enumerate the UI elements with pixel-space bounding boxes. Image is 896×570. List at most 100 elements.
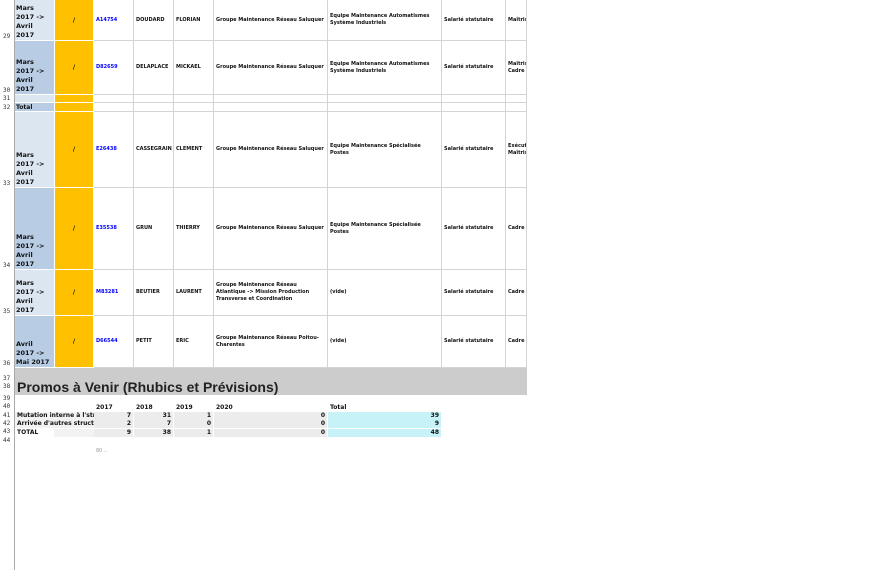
date-cell[interactable] xyxy=(15,95,55,103)
first-name-cell[interactable] xyxy=(174,95,214,103)
employee-id-cell[interactable]: A14754 xyxy=(94,0,134,41)
date-cell[interactable]: Mars 2017 -> Avril 2017 xyxy=(15,41,55,95)
category-cell[interactable]: Maîtris Cadre xyxy=(506,41,527,95)
last-name-cell[interactable] xyxy=(134,103,174,112)
team-cell[interactable]: (vide) xyxy=(328,270,442,316)
summary-value[interactable]: 0 xyxy=(214,412,328,420)
summary-value[interactable]: 9 xyxy=(94,428,134,437)
summary-value[interactable]: 0 xyxy=(214,420,328,429)
status-cell[interactable]: Salarié statutaire xyxy=(442,41,506,95)
summary-value[interactable]: 1 xyxy=(174,428,214,437)
summary-value[interactable]: 38 xyxy=(134,428,174,437)
date-cell[interactable]: Mars 2017 -> Avril 2017 xyxy=(15,112,55,188)
last-name-cell[interactable]: CASSEGRAIN xyxy=(134,112,174,188)
team-cell[interactable]: Equipe Maintenance Spécialisée Postes xyxy=(328,188,442,270)
row-number[interactable]: 30 xyxy=(3,87,11,94)
last-name-cell[interactable]: PETIT xyxy=(134,316,174,368)
summary-value[interactable]: 1 xyxy=(174,412,214,420)
team-cell[interactable]: Equipe Maintenance Automatismes Système … xyxy=(328,0,442,41)
row-number[interactable]: 35 xyxy=(3,308,11,315)
category-cell[interactable]: Cadre xyxy=(506,270,527,316)
last-name-cell[interactable]: DELAPLACE xyxy=(134,41,174,95)
first-name-cell[interactable]: THIERRY xyxy=(174,188,214,270)
summary-value[interactable]: 31 xyxy=(134,412,174,420)
team-cell[interactable]: (vide) xyxy=(328,316,442,368)
last-name-cell[interactable]: GRUN xyxy=(134,188,174,270)
summary-value[interactable]: 0 xyxy=(214,428,328,437)
team-cell[interactable]: Equipe Maintenance Spécialisée Postes xyxy=(328,112,442,188)
status-cell[interactable]: Salarié statutaire xyxy=(442,112,506,188)
flag-cell[interactable]: / xyxy=(55,0,94,41)
date-cell[interactable]: Total xyxy=(15,103,55,112)
row-number[interactable]: 38 xyxy=(3,383,11,390)
summary-value[interactable]: 9 xyxy=(328,420,442,429)
category-cell[interactable]: Exécut Maîtris xyxy=(506,112,527,188)
summary-value[interactable]: 39 xyxy=(328,412,442,420)
flag-cell[interactable]: / xyxy=(55,41,94,95)
row-number[interactable]: 41 xyxy=(3,412,11,419)
row-number[interactable]: 32 xyxy=(3,104,11,111)
group-cell[interactable]: Groupe Maintenance Réseau Atlantique -> … xyxy=(214,270,328,316)
row-number[interactable]: 39 xyxy=(3,395,11,402)
flag-cell[interactable] xyxy=(55,95,94,103)
first-name-cell[interactable]: CLEMENT xyxy=(174,112,214,188)
first-name-cell[interactable]: LAURENT xyxy=(174,270,214,316)
team-cell[interactable] xyxy=(328,95,442,103)
status-cell[interactable] xyxy=(442,95,506,103)
team-cell[interactable] xyxy=(328,103,442,112)
flag-cell[interactable]: / xyxy=(55,270,94,316)
employee-id-cell[interactable] xyxy=(94,103,134,112)
category-cell[interactable]: Cadre xyxy=(506,188,527,270)
row-number[interactable]: 37 xyxy=(3,375,11,382)
summary-value[interactable]: 0 xyxy=(174,420,214,429)
summary-value[interactable]: 48 xyxy=(328,428,442,437)
first-name-cell[interactable]: ERIC xyxy=(174,316,214,368)
employee-id-cell[interactable]: D82659 xyxy=(94,41,134,95)
row-number[interactable]: 29 xyxy=(3,33,11,40)
status-cell[interactable]: Salarié statutaire xyxy=(442,270,506,316)
row-number[interactable]: 40 xyxy=(3,403,11,410)
category-cell[interactable] xyxy=(506,95,527,103)
date-cell[interactable]: Avril 2017 -> Mai 2017 xyxy=(15,316,55,368)
group-cell[interactable]: Groupe Maintenance Réseau Saluquer xyxy=(214,188,328,270)
category-cell[interactable]: Cadre xyxy=(506,316,527,368)
employee-id-cell[interactable]: E35538 xyxy=(94,188,134,270)
group-cell[interactable]: Groupe Maintenance Réseau Saluquer xyxy=(214,41,328,95)
group-cell[interactable]: Groupe Maintenance Réseau Saluquer xyxy=(214,112,328,188)
row-number[interactable]: 44 xyxy=(3,437,11,444)
category-cell[interactable]: Maîtris xyxy=(506,0,527,41)
group-cell[interactable]: Groupe Maintenance Réseau Poitou-Charent… xyxy=(214,316,328,368)
first-name-cell[interactable]: FLORIAN xyxy=(174,0,214,41)
status-cell[interactable] xyxy=(442,103,506,112)
row-number[interactable]: 34 xyxy=(3,262,11,269)
team-cell[interactable]: Equipe Maintenance Automatismes Système … xyxy=(328,41,442,95)
row-number[interactable]: 31 xyxy=(3,95,11,102)
flag-cell[interactable]: / xyxy=(55,112,94,188)
status-cell[interactable]: Salarié statutaire xyxy=(442,316,506,368)
row-number[interactable]: 33 xyxy=(3,180,11,187)
employee-id-cell[interactable]: E26438 xyxy=(94,112,134,188)
last-name-cell[interactable] xyxy=(134,95,174,103)
flag-cell[interactable]: / xyxy=(55,316,94,368)
flag-cell[interactable] xyxy=(55,103,94,112)
last-name-cell[interactable]: DOUDARD xyxy=(134,0,174,41)
employee-id-cell[interactable]: M83281 xyxy=(94,270,134,316)
first-name-cell[interactable] xyxy=(174,103,214,112)
status-cell[interactable]: Salarié statutaire xyxy=(442,188,506,270)
flag-cell[interactable]: / xyxy=(55,188,94,270)
date-cell[interactable]: Mars 2017 -> Avril 2017 xyxy=(15,188,55,270)
group-cell[interactable] xyxy=(214,103,328,112)
group-cell[interactable] xyxy=(214,95,328,103)
summary-value[interactable]: 7 xyxy=(134,420,174,429)
row-number[interactable]: 42 xyxy=(3,420,11,427)
first-name-cell[interactable]: MICKAEL xyxy=(174,41,214,95)
group-cell[interactable]: Groupe Maintenance Réseau Saluquer xyxy=(214,0,328,41)
last-name-cell[interactable]: BEUTIER xyxy=(134,270,174,316)
date-cell[interactable]: Mars 2017 -> Avril 2017 xyxy=(15,270,55,316)
status-cell[interactable]: Salarié statutaire xyxy=(442,0,506,41)
row-number[interactable]: 43 xyxy=(3,428,11,435)
employee-id-cell[interactable]: D66544 xyxy=(94,316,134,368)
category-cell[interactable] xyxy=(506,103,527,112)
summary-value[interactable]: 2 xyxy=(94,420,134,429)
employee-id-cell[interactable] xyxy=(94,95,134,103)
